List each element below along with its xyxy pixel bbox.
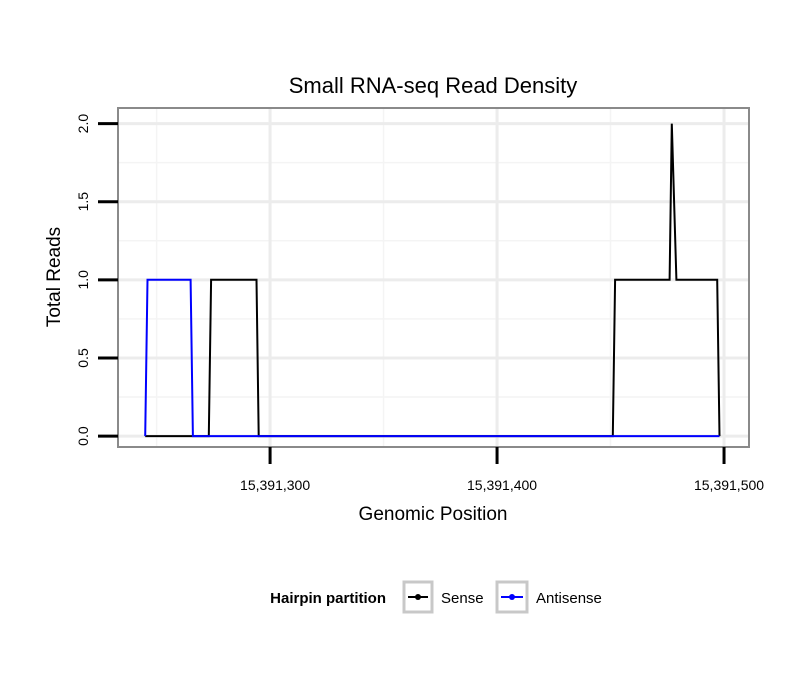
y-tick-label: 0.5: [75, 348, 91, 368]
x-tick-label: 15,391,300: [240, 477, 310, 493]
y-tick-label: 1.5: [75, 192, 91, 212]
plot-border: [117, 107, 750, 448]
legend-marker-sense: [415, 594, 421, 600]
x-axis-title: Genomic Position: [359, 504, 508, 525]
series-lines: [144, 123, 721, 438]
x-tick-label: 15,391,500: [694, 477, 764, 493]
plot-panel: [118, 108, 749, 447]
y-axis-title: Total Reads: [44, 227, 65, 327]
legend: Hairpin partition Sense Antisense: [270, 580, 602, 614]
x-axis: 15,391,300 15,391,400 15,391,500: [240, 447, 764, 493]
x-tick-label: 15,391,400: [467, 477, 537, 493]
y-tick-label: 0.0: [75, 426, 91, 446]
legend-entry-antisense: Antisense: [495, 580, 602, 614]
legend-marker-antisense: [509, 594, 515, 600]
series-line-sense: [145, 123, 721, 438]
plot-area: [118, 108, 749, 447]
legend-entry-sense: Sense: [402, 580, 484, 614]
chart-title: Small RNA-seq Read Density: [289, 73, 578, 98]
legend-label-sense: Sense: [441, 590, 484, 607]
y-tick-label: 2.0: [75, 114, 91, 134]
y-tick-label: 1.0: [75, 270, 91, 290]
series-line-antisense: [144, 278, 720, 438]
y-axis: 0.0 0.5 1.0 1.5 2.0: [75, 114, 118, 446]
legend-title: Hairpin partition: [270, 590, 386, 607]
legend-label-antisense: Antisense: [536, 590, 602, 607]
